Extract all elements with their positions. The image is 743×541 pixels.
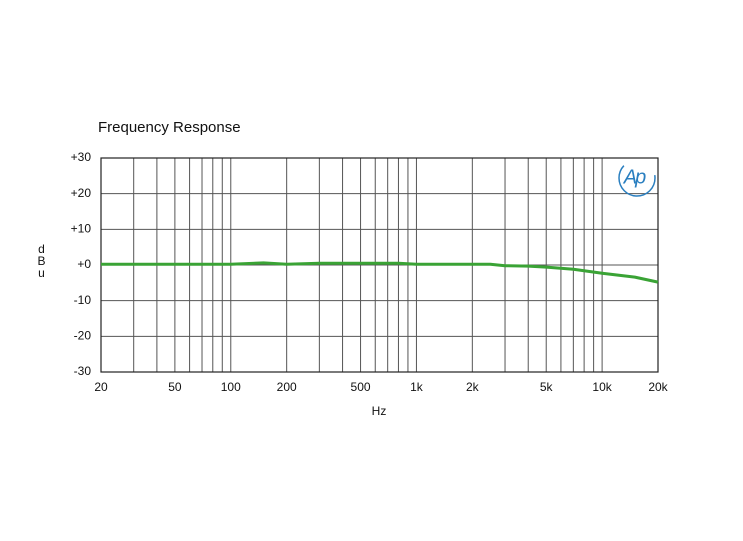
y-tick-label: +20 bbox=[71, 186, 92, 200]
x-axis-label: Hz bbox=[372, 404, 387, 418]
x-tick-label: 10k bbox=[592, 380, 612, 394]
y-axis-label: dBu bbox=[37, 242, 46, 280]
y-tick-label: +0 bbox=[77, 257, 91, 271]
chart-title: Frequency Response bbox=[98, 119, 241, 136]
x-tick-label: 100 bbox=[221, 380, 241, 394]
x-tick-label: 5k bbox=[540, 380, 554, 394]
x-tick-label: 20 bbox=[94, 380, 108, 394]
logo: Ap bbox=[623, 166, 646, 188]
series-line bbox=[101, 261, 659, 284]
y-tick-label: -30 bbox=[74, 364, 92, 378]
x-tick-label: 2k bbox=[466, 380, 480, 394]
y-tick-label: -10 bbox=[74, 293, 92, 307]
x-tick-label: 500 bbox=[351, 380, 371, 394]
y-tick-label: +10 bbox=[71, 222, 92, 236]
logo-ring bbox=[618, 159, 656, 197]
x-tick-label: 20k bbox=[648, 380, 668, 394]
x-tick-label: 200 bbox=[277, 380, 297, 394]
y-tick-label: -20 bbox=[74, 329, 92, 343]
x-tick-label: 50 bbox=[168, 380, 182, 394]
y-tick-label: +30 bbox=[71, 150, 92, 164]
x-tick-label: 1k bbox=[410, 380, 424, 394]
